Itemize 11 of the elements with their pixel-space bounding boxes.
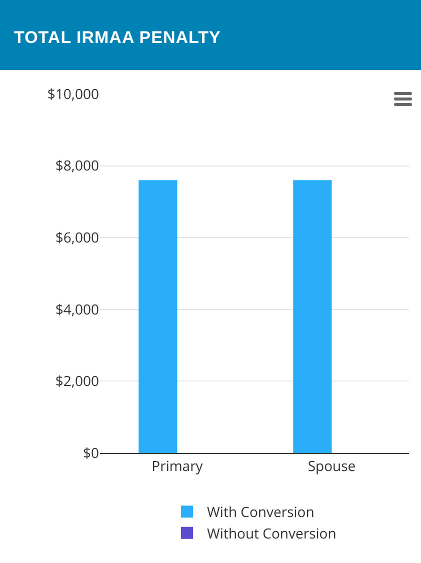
x-tick-label: Primary [152, 456, 204, 476]
y-tick-label: $0 [82, 444, 99, 463]
y-tick-label: $6,000 [55, 228, 99, 248]
y-tick-label: $2,000 [55, 372, 99, 392]
chart-title: TOTAL IRMAA PENALTY [0, 0, 421, 70]
x-tick-label: Spouse [308, 456, 356, 476]
legend-label: Without Conversion [207, 524, 336, 544]
y-tick-label: $10,000 [47, 84, 99, 104]
y-tick-label: $8,000 [55, 156, 99, 176]
y-tick-label: $4,000 [55, 300, 99, 320]
legend-label: With Conversion [207, 503, 314, 522]
